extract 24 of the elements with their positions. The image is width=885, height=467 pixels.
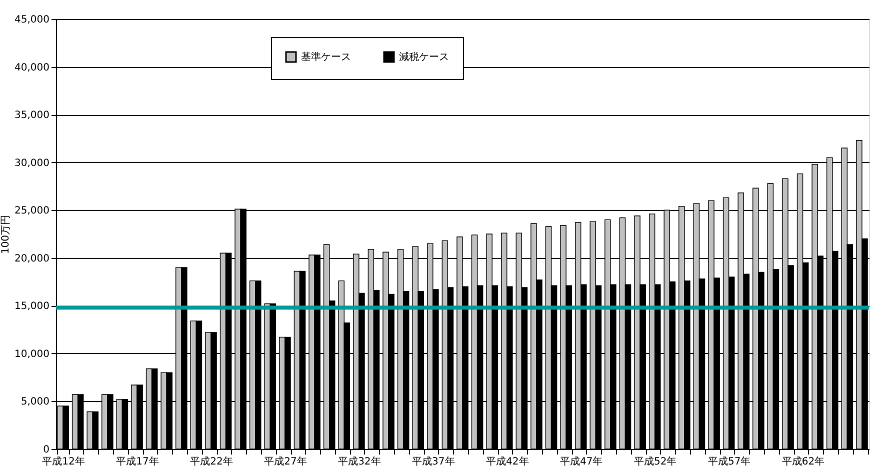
y-tick-label: 40,000 — [14, 62, 50, 74]
x-tick-label: 平成62年 — [782, 456, 825, 467]
x-tick-label: 平成32年 — [338, 456, 381, 467]
y-tick-label: 15,000 — [14, 301, 50, 312]
y-tick-label: 45,000 — [14, 14, 50, 26]
y-axis-title: 100万円 — [0, 214, 12, 254]
legend-label: 減税ケース — [399, 51, 449, 63]
y-tick-label: 30,000 — [14, 158, 50, 169]
x-tick-label: 平成47年 — [560, 456, 603, 467]
x-tick-label: 平成52年 — [634, 456, 677, 467]
y-tick-label: 0 — [43, 444, 50, 456]
x-tick-label: 平成37年 — [412, 456, 455, 467]
legend-label: 基準ケース — [301, 51, 351, 63]
x-tick-label: 平成12年 — [42, 456, 85, 467]
x-tick-label: 平成27年 — [264, 456, 307, 467]
x-tick-label: 平成17年 — [116, 456, 159, 467]
y-tick-label: 35,000 — [14, 110, 50, 122]
x-tick-label: 平成42年 — [486, 456, 529, 467]
y-tick-label: 5,000 — [20, 396, 50, 408]
y-tick-label: 20,000 — [14, 253, 50, 264]
y-tick-label: 10,000 — [14, 348, 50, 360]
x-tick-label: 平成22年 — [190, 456, 233, 467]
y-tick-label: 25,000 — [14, 206, 50, 217]
x-tick-label: 平成57年 — [708, 456, 751, 467]
